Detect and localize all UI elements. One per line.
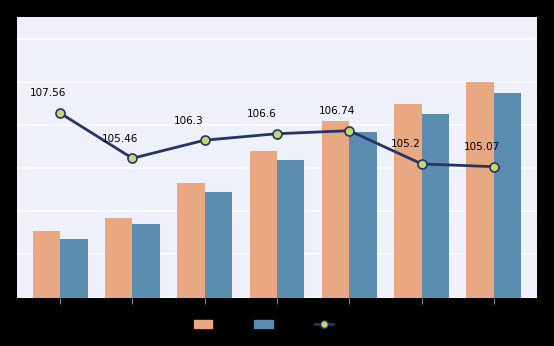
Bar (277, 160, 305, 298)
Bar (105, 218, 132, 298)
Bar (177, 183, 204, 298)
Text: 105.2: 105.2 (391, 139, 421, 149)
Text: 105.46: 105.46 (102, 134, 138, 144)
Bar (394, 103, 422, 298)
Text: 107.56: 107.56 (29, 88, 66, 98)
Text: 106.3: 106.3 (174, 116, 204, 126)
Text: 106.74: 106.74 (319, 106, 355, 116)
Bar (132, 224, 160, 298)
Bar (249, 151, 277, 298)
Bar (60, 239, 88, 298)
Bar (322, 121, 350, 298)
Bar (204, 192, 232, 298)
Bar (33, 231, 60, 298)
Bar (422, 114, 449, 298)
Legend: 男性人口, 女性人口, 性别比: 男性人口, 女性人口, 性别比 (189, 316, 365, 334)
Text: 106.6: 106.6 (247, 109, 276, 119)
Bar (350, 131, 377, 298)
Bar (494, 93, 521, 298)
Bar (466, 82, 494, 298)
Text: 105.07: 105.07 (464, 142, 500, 152)
